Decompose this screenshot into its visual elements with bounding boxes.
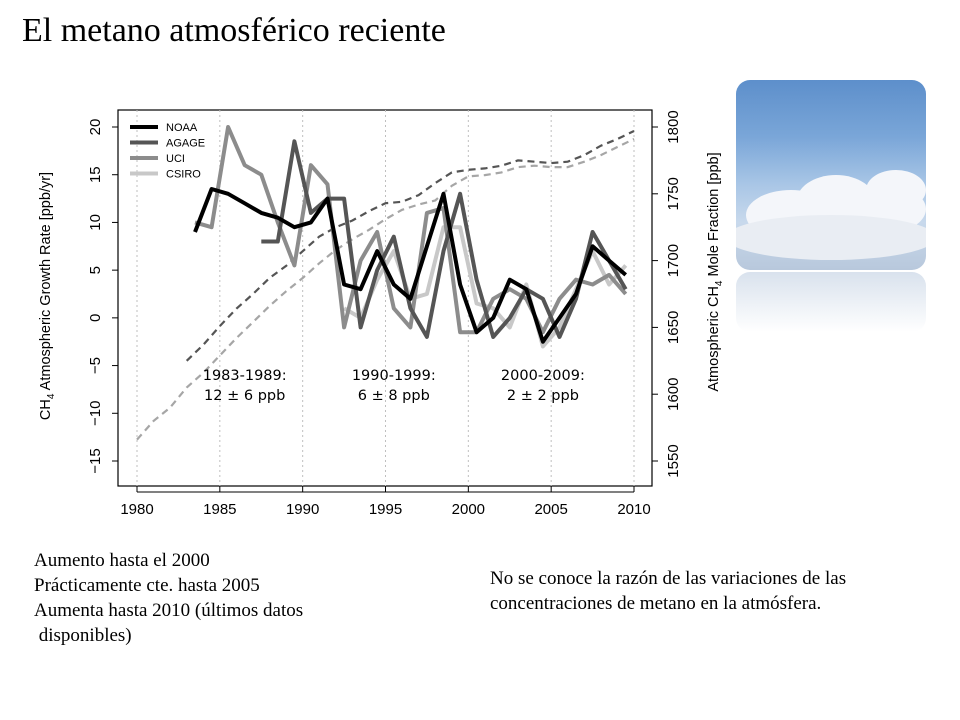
- photo-reflection: [736, 272, 926, 332]
- period-annotations: 1983-1989: 12 ± 6 ppb 1990-1999: 6 ± 8 ppb 2…: [203, 368, 585, 404]
- y-left-tick-label: 10: [87, 214, 104, 231]
- y-left-tick-label: 15: [87, 166, 104, 183]
- note-line: Prácticamente cte. hasta 2005: [34, 575, 260, 596]
- mole-fraction-series: [136, 130, 635, 441]
- methane-chart: 1980 1985 1990 1995 2000 2005 201020151050−5−1…: [38, 109, 725, 518]
- note-line: Aumento hasta el 2000: [34, 550, 210, 571]
- y-left-tick-label: −5: [87, 357, 104, 374]
- slide-title: El metano atmosférico reciente: [22, 12, 446, 49]
- period-annotation: 6 ± 8 ppb: [358, 388, 430, 404]
- period-annotation: 2000-2009:: [501, 368, 585, 384]
- period-annotation: 12 ± 6 ppb: [204, 388, 285, 404]
- mole-series-noaa: [185, 130, 635, 362]
- legend-label: AGAGE: [166, 138, 205, 150]
- notes-left: Aumento hasta el 2000 Prácticamente cte.…: [34, 548, 303, 648]
- y-left-tick-label: 5: [87, 266, 104, 274]
- y-right-tick-label: 1600: [665, 378, 682, 411]
- legend: NOAA AGAGE UCI CSIRO: [130, 122, 205, 181]
- x-tick-label: 1980: [120, 501, 153, 518]
- x-tick-label: 2010: [617, 501, 650, 518]
- sky-clouds-photo: [736, 80, 926, 270]
- legend-label: CSIRO: [166, 169, 201, 181]
- y-right-tick-label: 1750: [665, 177, 682, 210]
- axes: 1980 1985 1990 1995 2000 2005 201020151050−5−1…: [87, 110, 682, 518]
- period-annotation: 2 ± 2 ppb: [507, 388, 579, 404]
- y-left-tick-label: −10: [87, 401, 104, 426]
- y-right-tick-label: 1550: [665, 444, 682, 477]
- y-right-label: Atmospheric CH4 Mole Fraction [ppb]: [706, 152, 725, 391]
- y-left-tick-label: 0: [87, 314, 104, 322]
- growth-rate-series: [193, 125, 628, 349]
- x-tick-label: 1990: [286, 501, 319, 518]
- legend-label: NOAA: [166, 122, 198, 134]
- x-tick-label: 1985: [203, 501, 236, 518]
- period-annotation: 1990-1999:: [352, 368, 436, 384]
- note-right: No se conoce la razón de las variaciones…: [490, 568, 847, 614]
- y-left-tick-label: −15: [87, 448, 104, 473]
- growth-series-uci: [194, 125, 628, 335]
- note-line: disponibles): [34, 625, 132, 646]
- x-tick-label: 2000: [452, 501, 485, 518]
- x-tick-label: 2005: [534, 501, 567, 518]
- x-tick-label: 1995: [369, 501, 402, 518]
- y-right-tick-label: 1700: [665, 244, 682, 277]
- y-left-label: CH4 Atmospheric Growth Rate [ppb/yr]: [38, 172, 57, 420]
- y-right-tick-label: 1800: [665, 110, 682, 143]
- growth-series-csiro: [343, 225, 628, 349]
- note-line: Aumenta hasta 2010 (últimos datos: [34, 600, 304, 621]
- growth-series-noaa: [193, 187, 628, 344]
- legend-label: UCI: [166, 153, 185, 165]
- y-left-tick-label: 20: [87, 119, 104, 136]
- period-annotation: 1983-1989:: [203, 368, 287, 384]
- y-right-tick-label: 1650: [665, 311, 682, 344]
